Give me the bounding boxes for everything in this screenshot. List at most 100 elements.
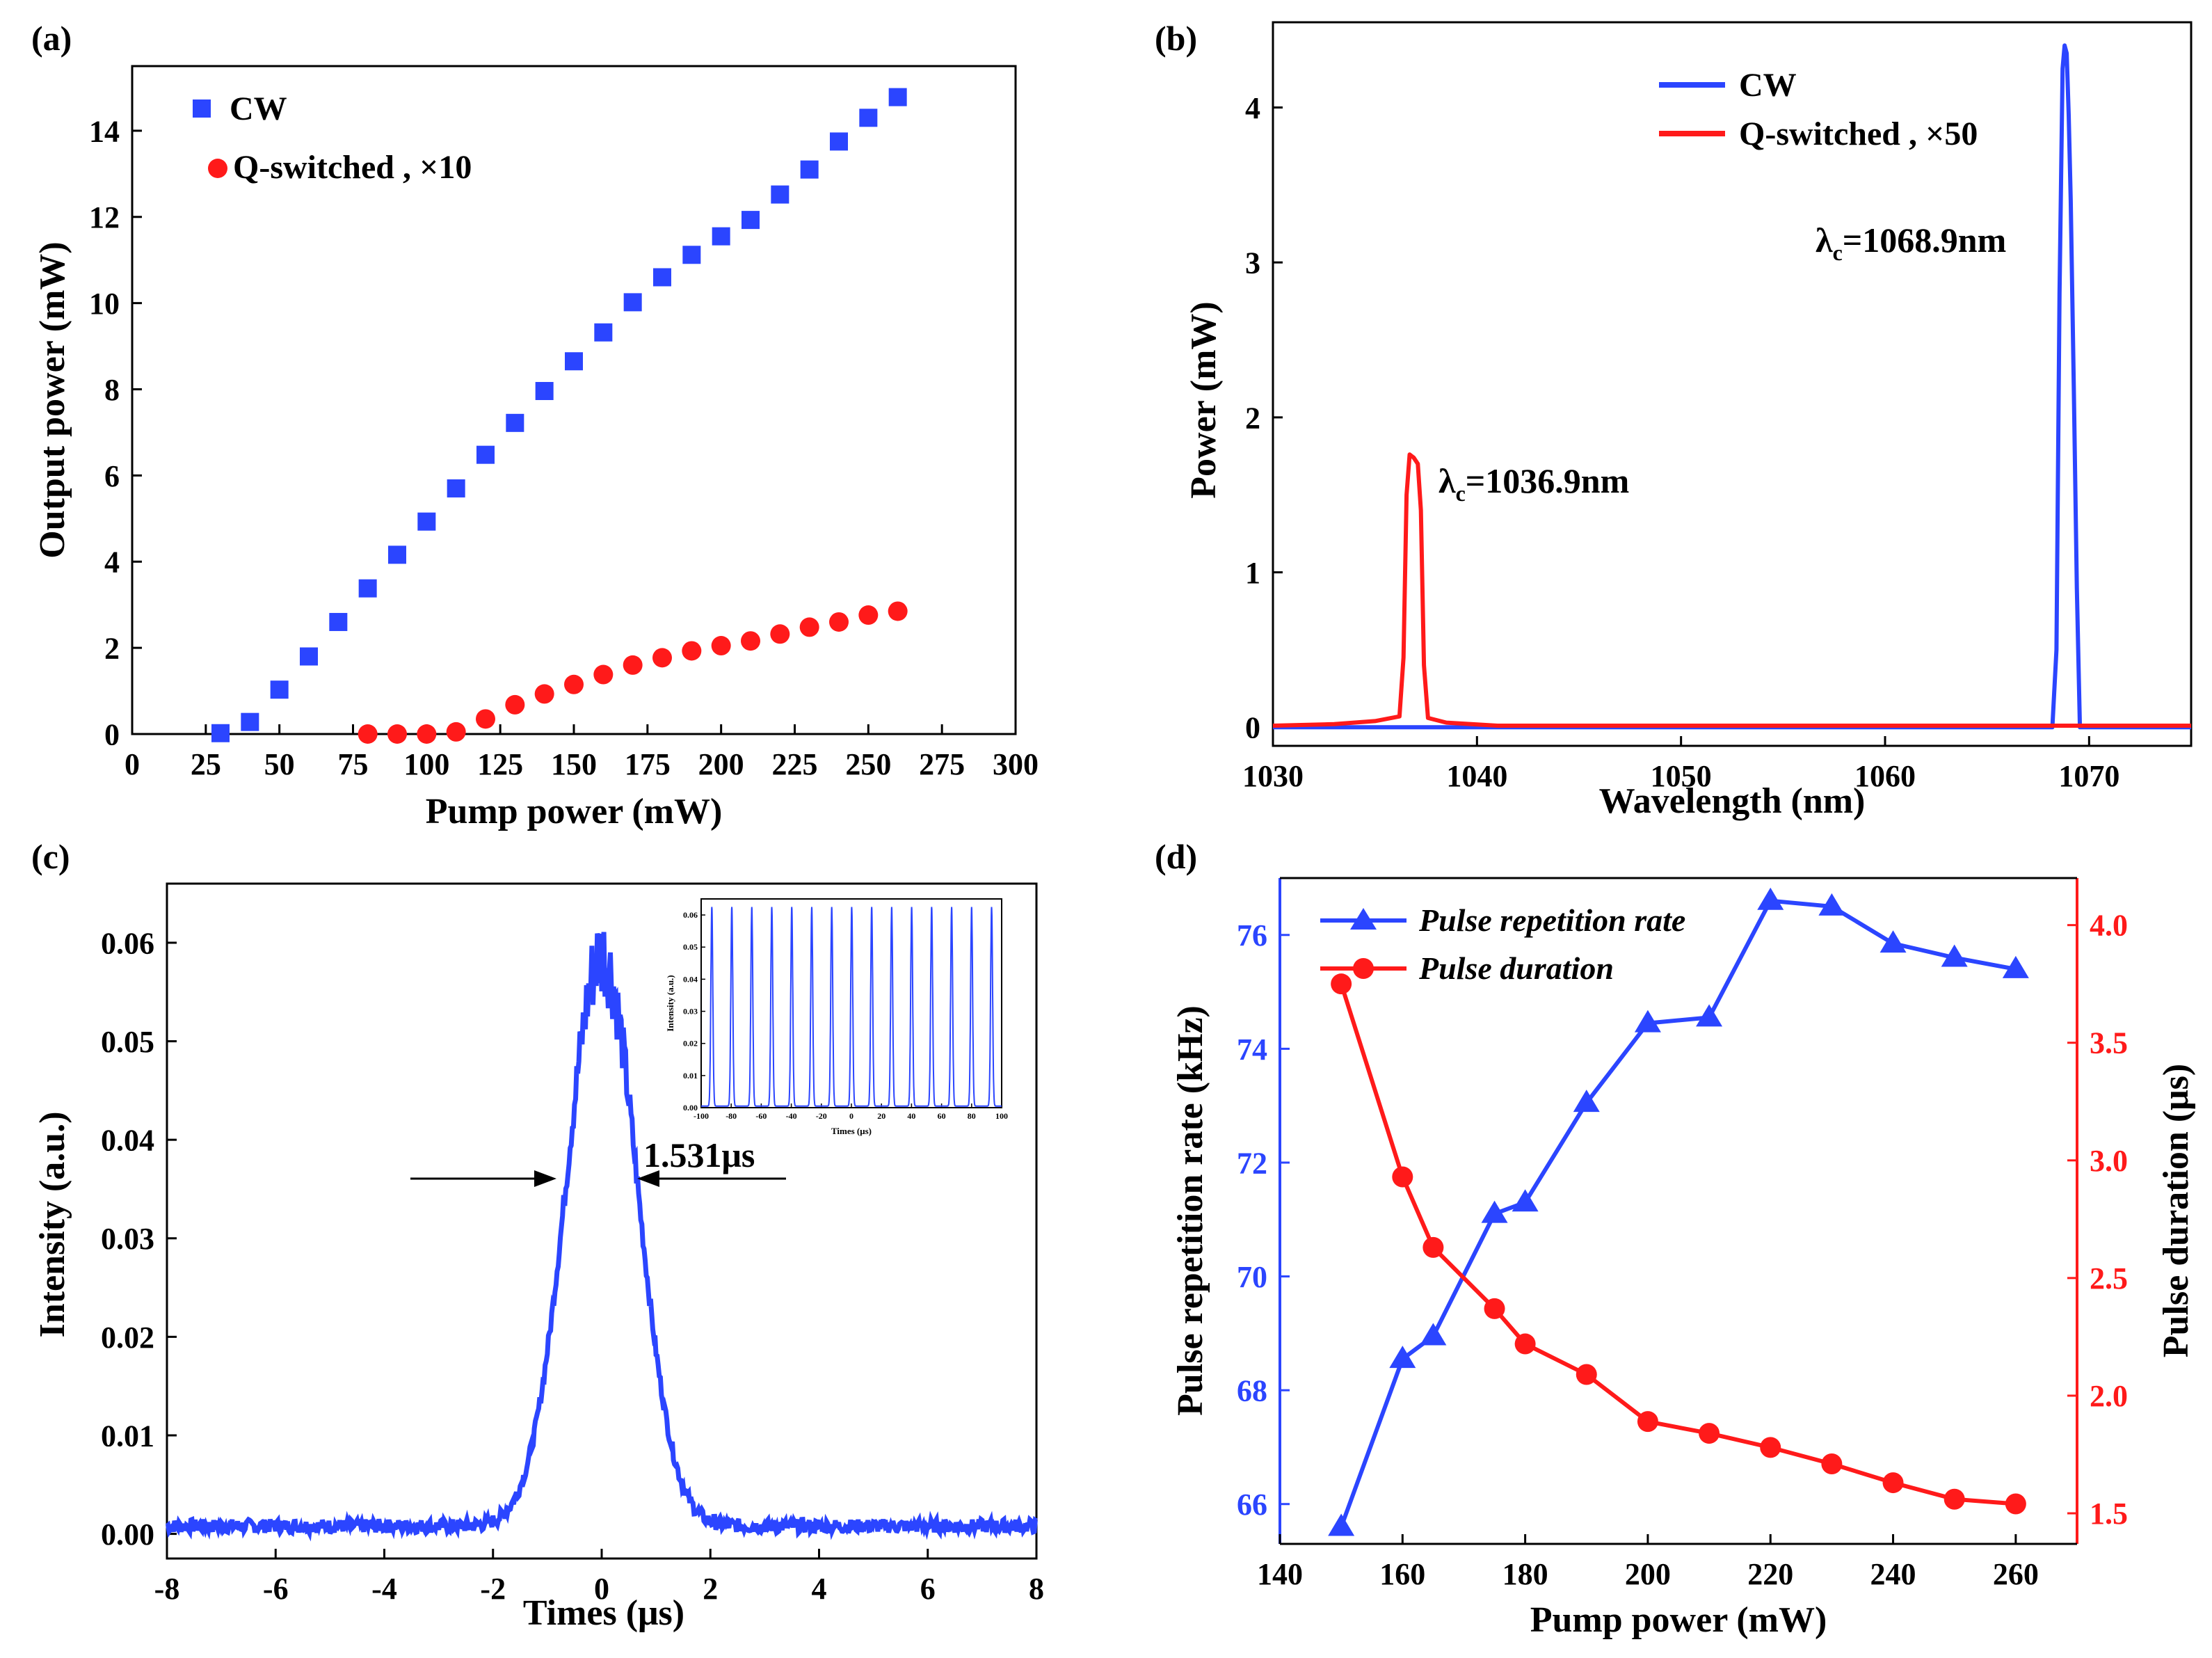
qswitched-data-point [476,709,495,729]
rep-rate-data-point [1634,1010,1661,1033]
x-tick-label: 160 [1379,1557,1425,1591]
cw-data-point [830,132,848,151]
y-tick-label: 10 [89,287,120,321]
x-tick-label: 150 [551,747,597,781]
panel-b-x-axis-label: Wavelength (nm) [1599,781,1866,821]
inset-y-tick-label: 0.02 [683,1039,698,1049]
cw-data-point [594,323,613,342]
cw-data-point [417,512,436,531]
qswitched-data-point [741,631,760,651]
x-tick-label: 250 [845,747,891,781]
rep-rate-data-point [1573,1090,1600,1113]
inset-y-axis-label: Intensity (a.u.) [665,975,675,1031]
panel-c-inset-chart: -100 -80 -60 -40 -20 0 20 40 60 80 100 0.000.010.0… [665,898,1008,1136]
y-tick-label: 66 [1237,1488,1267,1522]
qswitched-data-point [711,636,731,656]
duration-data-point [1821,1453,1843,1475]
x-tick-label: 125 [477,747,523,781]
y-tick-label: 0 [1245,711,1260,745]
cw-data-point [623,293,642,312]
panel-b-marks [1272,43,2191,730]
cw-data-point [358,579,377,598]
legend-qswitched-label: Q-switched , ×50 [1739,115,1978,152]
panel-d-right-y-axis-label: Pulse duration (μs) [2156,1064,2196,1357]
rep-rate-data-point [1818,893,1845,916]
duration-data-point [1637,1411,1658,1433]
panel-c-x-ticks: -8 -6 -4 -2 0 2 4 6 8 [154,1549,1044,1606]
y-tick-label: 8 [104,373,120,407]
x-tick-label: 220 [1747,1557,1793,1591]
y-tick-label: 12 [89,200,120,234]
y-tick-label: 4 [104,545,120,580]
cw-data-point [506,413,524,432]
panel-a-marks [211,88,908,744]
panel-b-y-axis-label: Power (mW) [1184,301,1224,499]
legend-duration-marker [1353,958,1374,979]
x-tick-label: 1070 [2058,759,2119,793]
x-tick-label: 180 [1502,1557,1548,1591]
y-tick-label: 14 [89,114,120,148]
y-tick-label: 0.04 [101,1124,154,1158]
panel-c-label: (c) [31,837,70,876]
rep-rate-data-point [1481,1200,1508,1223]
legend-rep-rate-label: Pulse repetition rate [1418,902,1685,938]
x-tick-label: 100 [403,747,449,781]
qswitched-data-point [858,605,879,625]
duration-data-point [2005,1493,2026,1515]
fwhm-annotation: 1.531μs [410,1135,786,1187]
x-tick-label: 0 [125,747,140,781]
y-tick-label: 3 [1245,246,1260,280]
inset-x-tick-label: 20 [877,1111,885,1121]
x-tick-label: 1040 [1446,759,1507,793]
inset-x-tick-label: 40 [907,1111,915,1121]
cw-data-point [771,185,790,204]
x-tick-label: 4 [812,1572,827,1606]
cw-data-point [535,381,554,400]
panel-a-x-axis-label: Pump power (mW) [426,792,723,831]
legend-qswitched-marker [208,159,227,178]
qswitched-data-point [682,641,702,661]
inset-x-tick-label: 0 [849,1111,853,1121]
panel-c-y-axis-label: Intensity (a.u.) [33,1111,72,1337]
inset-x-tick-label: 80 [968,1111,976,1121]
inset-y-ticks: 0.00 0.01 0.02 0.03 0.04 0.05 0.06 [683,910,705,1113]
legend-duration-label: Pulse duration [1418,950,1614,986]
x-tick-label: 225 [772,747,818,781]
cw-data-point [859,109,878,127]
panel-c-marks [165,932,1038,1542]
cw-data-point [241,712,259,731]
x-tick-label: 275 [919,747,965,781]
fwhm-label: 1.531μs [643,1135,755,1174]
cw-data-point [888,88,907,106]
inset-x-tick-label: -20 [816,1111,827,1121]
inset-x-ticks: -100 -80 -60 -40 -20 0 20 40 60 80 100 [694,1103,1008,1121]
panel-a-label: (a) [31,19,72,58]
duration-data-point [1576,1364,1597,1385]
right-y-tick-label: 3.5 [2090,1026,2128,1060]
duration-data-point [1699,1423,1720,1444]
x-tick-label: 1030 [1242,759,1304,793]
panel-d-legend: Pulse repetition rate Pulse duration [1320,902,1685,986]
y-tick-label: 0.05 [101,1025,154,1059]
inset-pulse-train-line [701,907,1002,1107]
qswitched-data-point [829,612,849,632]
qswitched-data-point [888,601,908,621]
rep-rate-data-point [1328,1513,1355,1536]
panel-d-marks [1328,887,2029,1536]
cw-data-point [682,246,701,264]
cw-data-point [329,612,348,631]
x-tick-label: -8 [154,1572,180,1606]
panel-c-line-chart: (c) -8 -6 -4 -2 0 2 4 6 8 0.000.010.020.030.040.… [31,837,1044,1633]
annotation-cw-wavelength: λc=1068.9nm [1816,221,2006,265]
right-y-tick-label: 2.0 [2090,1379,2128,1413]
pulse-trace-line [165,932,1038,1542]
y-tick-label: 74 [1237,1033,1267,1067]
right-y-tick-label: 4.0 [2090,909,2128,943]
inset-y-tick-label: 0.05 [683,942,698,952]
panel-d-left-y-axis-label: Pulse repetition rate (kHz) [1171,1005,1210,1416]
y-tick-label: 0.02 [101,1321,154,1355]
annotation-qswitched-wavelength: λc=1036.9nm [1438,461,1629,506]
panel-d-x-axis-label: Pump power (mW) [1530,1600,1827,1640]
duration-data-point [1392,1166,1413,1188]
